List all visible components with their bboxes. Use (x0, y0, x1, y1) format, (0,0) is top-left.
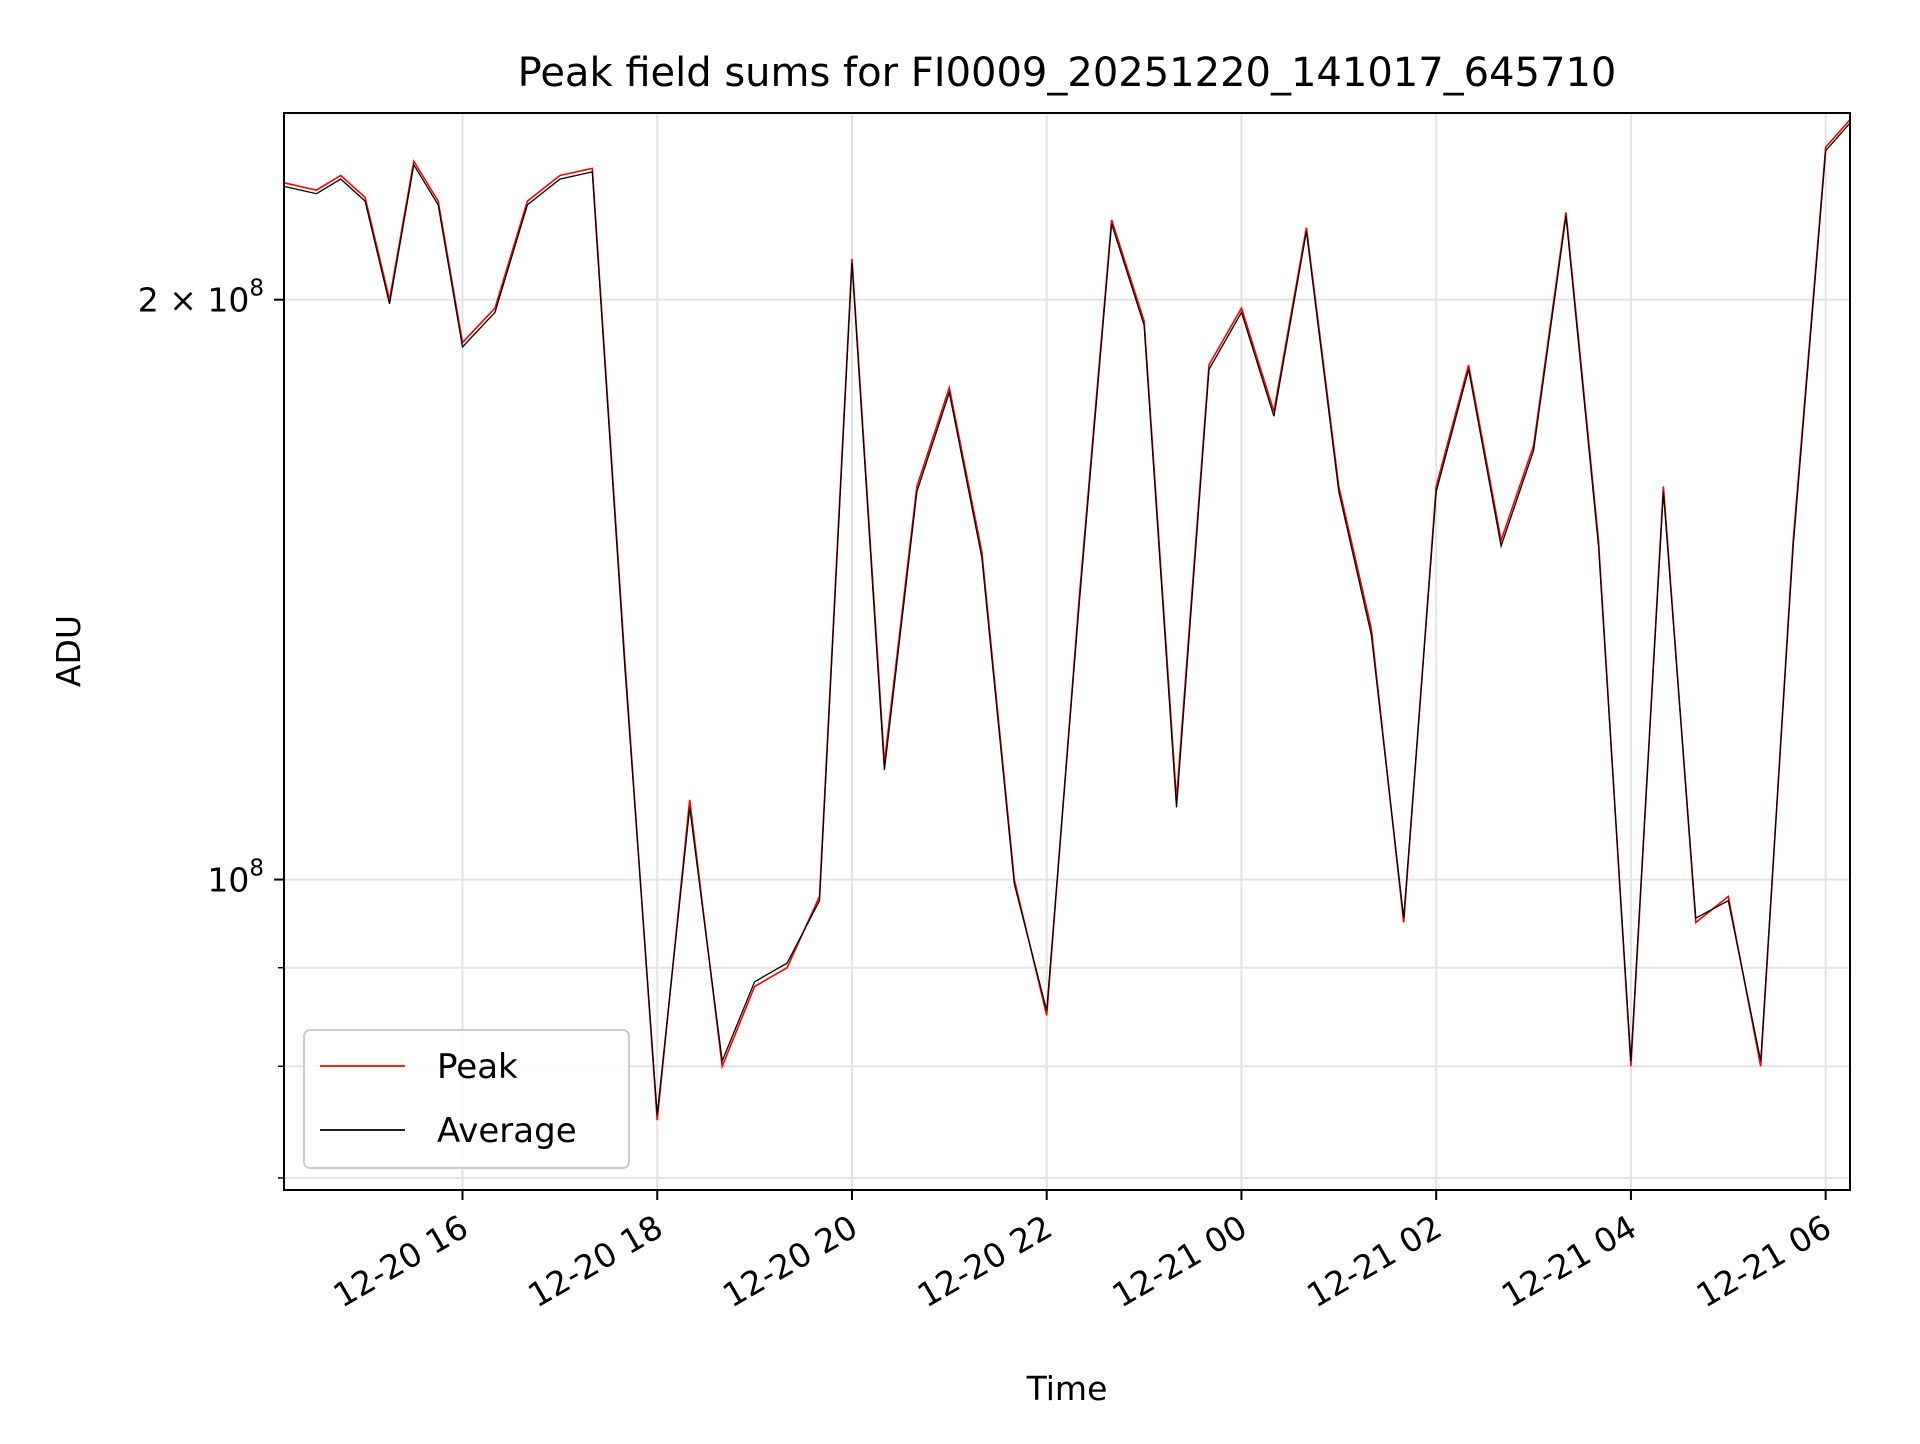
chart-title: Peak field sums for FI0009_20251220_1410… (518, 50, 1617, 96)
series-line-average (283, 122, 1851, 1115)
legend-label-average: Average (437, 1111, 577, 1151)
legend-label-peak: Peak (437, 1047, 518, 1087)
x-axis-label: Time (1026, 1369, 1108, 1408)
y-tick-label: 108 (207, 856, 264, 900)
plot-frame (283, 112, 1851, 1191)
grid-lines (284, 113, 1850, 1190)
legend: Peak Average (303, 1029, 630, 1169)
series-lines (283, 119, 1851, 1121)
y-axis-label: ADU (49, 615, 88, 687)
y-axis: 108 2 × 108 (138, 276, 284, 1179)
legend-box (303, 1029, 630, 1169)
y-tick-label: 2 × 108 (138, 276, 264, 320)
